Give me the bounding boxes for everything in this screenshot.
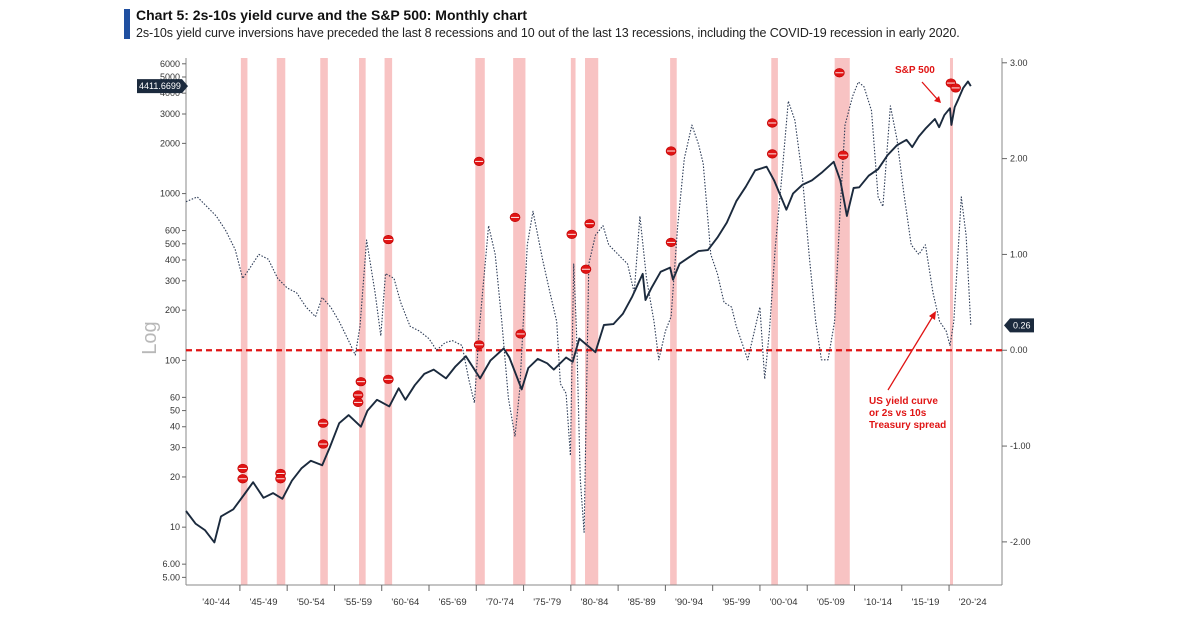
x-tick-label: '45-'49	[250, 597, 278, 608]
x-tick-label: '65-'69	[439, 597, 467, 608]
left-tick-label: 4000	[160, 88, 180, 98]
x-tick-label: '40-'44	[202, 597, 230, 608]
x-tick-label: '75-'79	[533, 597, 561, 608]
yield-spread-line	[185, 81, 972, 533]
x-tick-label: '85-'89	[628, 597, 656, 608]
yield-last-value: 0.26	[1013, 320, 1031, 330]
right-tick-label: 1.00	[1010, 249, 1028, 259]
y-axis-label: Log	[139, 321, 161, 354]
recession-band-12	[834, 58, 850, 585]
right-tick-label: 3.00	[1010, 58, 1028, 68]
sp500-line	[185, 80, 972, 544]
yield-last-value-callout: 0.26	[1004, 318, 1034, 333]
yield-annotation-line-3: Treasury spread	[869, 420, 946, 431]
recession-band-11	[771, 58, 778, 585]
chart-subtitle: 2s-10s yield curve inversions have prece…	[136, 26, 960, 40]
yield-annotation-line-2: or 2s vs 10s	[869, 408, 927, 419]
recession-band-6	[475, 58, 485, 585]
x-tick-label: '90-'94	[675, 597, 703, 608]
yield-annotation-arrow	[887, 311, 936, 391]
x-tick-label: '15-'19	[911, 597, 939, 608]
x-tick-label: '10-'14	[864, 597, 892, 608]
left-tick-label: 600	[165, 226, 180, 236]
sp500-annotation: S&P 500	[895, 65, 935, 76]
left-tick-label: 3000	[160, 109, 180, 119]
left-tick-label: 100	[165, 355, 180, 365]
x-tick-label: '50-'54	[297, 597, 325, 608]
left-tick-label: 60	[170, 392, 180, 402]
sp500-last-value-callout: 4411.6699	[137, 79, 188, 94]
right-axis-ticks: 3.00 2.00 1.00 0.00 -1.00 -2.00	[1002, 58, 1031, 547]
recession-band-4	[359, 58, 366, 585]
left-tick-label: 50	[170, 406, 180, 416]
yield-arrow-shaft	[887, 315, 934, 391]
left-tick-label: 20	[170, 472, 180, 482]
right-tick-label: 0.00	[1010, 345, 1028, 355]
x-tick-label: '95-'99	[722, 597, 750, 608]
left-tick-label: 6000	[160, 59, 180, 69]
x-tick-label: '20-'24	[959, 597, 987, 608]
yield-arrow-head	[929, 311, 936, 320]
left-tick-label: 10	[170, 522, 180, 532]
sp500-arrow-shaft	[921, 81, 939, 101]
left-axis-ticks: 5.00 6.00 10 20 30 40 50 60 100 200 300 400 500 600 10…	[160, 59, 186, 582]
left-tick-label: 30	[170, 443, 180, 453]
recession-band-10	[670, 58, 677, 585]
x-tick-label: '00-'04	[770, 597, 798, 608]
recession-band-5	[384, 58, 393, 585]
x-tick-label: '70-'74	[486, 597, 514, 608]
recession-band-3	[320, 58, 328, 585]
sp500-annotation-arrow	[921, 81, 941, 103]
left-tick-label: 2000	[160, 138, 180, 148]
x-tick-label: '05-'09	[817, 597, 845, 608]
recession-band-1	[240, 58, 248, 585]
left-tick-label: 300	[165, 276, 180, 286]
recession-band-2	[276, 58, 286, 585]
recession-band-7	[513, 58, 526, 585]
left-tick-label: 200	[165, 305, 180, 315]
right-tick-label: -2.00	[1010, 537, 1031, 547]
sp500-callout-box	[137, 79, 188, 94]
yield-annotation-line-1: US yield curve	[869, 396, 938, 407]
recession-bands	[240, 58, 953, 585]
left-tick-label: 5000	[160, 72, 180, 82]
left-tick-label: 1000	[160, 189, 180, 199]
recession-band-9	[585, 58, 599, 585]
left-tick-label: 6.00	[162, 559, 180, 569]
series-layer	[185, 80, 972, 544]
left-tick-label: 5.00	[162, 572, 180, 582]
left-tick-label: 500	[165, 239, 180, 249]
recession-band-8	[570, 58, 576, 585]
recession-band-13	[949, 58, 953, 585]
title-accent-bar	[124, 9, 130, 39]
x-tick-label: '60-'64	[391, 597, 419, 608]
yield-callout-box	[1004, 318, 1034, 333]
right-tick-label: -1.00	[1010, 441, 1031, 451]
x-axis-ticks: '40-'44 '45-'49 '50-'54 '55-'59 '60-'64 '65-'…	[202, 585, 987, 608]
left-tick-label: 40	[170, 422, 180, 432]
left-tick-label: 400	[165, 255, 180, 265]
right-tick-label: 2.00	[1010, 154, 1028, 164]
inversion-markers	[237, 68, 961, 484]
x-tick-label: '80-'84	[581, 597, 609, 608]
x-tick-label: '55-'59	[344, 597, 372, 608]
sp500-arrow-head	[934, 96, 941, 103]
chart-title: Chart 5: 2s-10s yield curve and the S&P …	[136, 7, 528, 23]
sp500-last-value: 4411.6699	[139, 81, 181, 91]
